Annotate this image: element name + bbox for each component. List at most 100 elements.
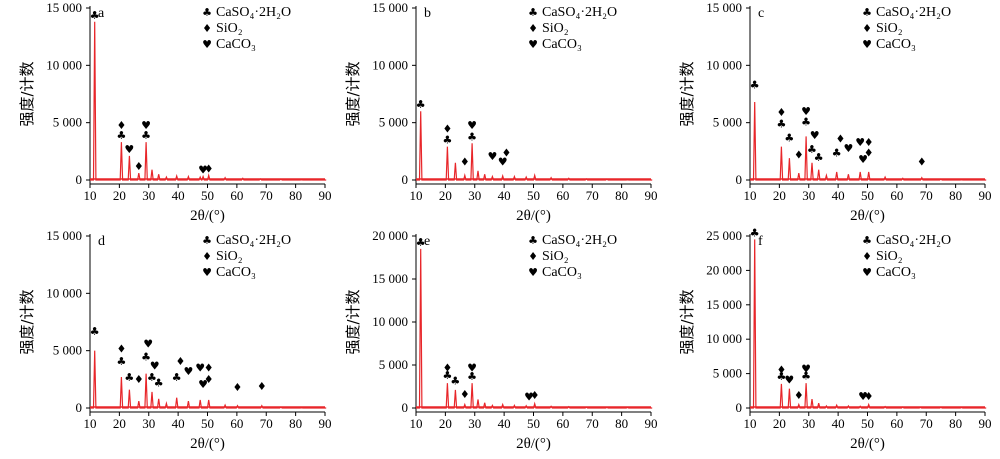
x-tick-label: 90	[645, 188, 658, 203]
club-marker-icon: ♣	[467, 130, 477, 143]
x-tick-label: 10	[84, 416, 97, 431]
club-marker-icon: ♣	[450, 374, 460, 387]
x-tick-label: 60	[890, 188, 903, 203]
x-tick-label: 60	[230, 188, 243, 203]
x-tick-label: 80	[949, 188, 962, 203]
legend-entry: CaSO₄·2H₂O	[876, 5, 951, 20]
diamond-marker-icon: ♦	[442, 361, 452, 374]
club-marker-icon: ♣	[832, 146, 842, 159]
diamond-marker-icon: ♦	[917, 156, 927, 169]
diamond-marker-icon: ♦	[116, 119, 126, 132]
club-marker-icon: ♣	[172, 371, 182, 384]
legend-entry: CaCO₃	[876, 265, 916, 280]
club-marker-icon: ♣	[202, 6, 212, 19]
legend-entry: SiO₂	[216, 249, 243, 264]
x-tick-label: 30	[142, 188, 155, 203]
x-tick-label: 70	[920, 416, 933, 431]
legend-entry: CaSO₄·2H₂O	[542, 233, 617, 248]
club-marker-icon: ♣	[90, 325, 100, 338]
x-axis-label: 2θ/(°)	[190, 436, 225, 452]
x-tick-label: 20	[773, 188, 786, 203]
club-marker-icon: ♣	[154, 377, 164, 390]
y-axis-label: 强度/计数	[678, 289, 696, 354]
club-marker-icon: ♣	[124, 371, 134, 384]
heart-marker-icon: ♥	[855, 136, 865, 149]
x-tick-label: 90	[979, 188, 992, 203]
x-axis-label: 2θ/(°)	[516, 208, 551, 224]
series-line	[750, 239, 987, 409]
diamond-marker-icon: ♦	[460, 388, 470, 401]
y-tick-label: 0	[736, 172, 743, 187]
panel-c: 0 5 000 10 000 15 000 10 20 30 40 50 60 70 80 90 2θ/(…	[678, 0, 992, 224]
legend-entry: CaSO₄·2H₂O	[542, 5, 617, 20]
club-marker-icon: ♣	[202, 234, 212, 247]
y-tick-label: 10 000	[46, 285, 82, 300]
heart-marker-icon: ♥	[202, 266, 212, 279]
series-line	[90, 350, 327, 409]
heart-marker-icon: ♥	[801, 105, 811, 118]
diamond-marker-icon: ♦	[862, 250, 872, 263]
y-tick-label: 5 000	[379, 115, 408, 130]
y-tick-label: 0	[76, 400, 83, 415]
legend-entry: SiO₂	[216, 21, 243, 36]
y-tick-label: 15 000	[46, 228, 82, 243]
heart-marker-icon: ♥	[141, 119, 151, 132]
y-tick-label: 25 000	[706, 228, 742, 243]
x-tick-label: 30	[142, 416, 155, 431]
club-marker-icon: ♣	[416, 236, 426, 249]
y-axis-label: 强度/计数	[18, 289, 36, 354]
heart-marker-icon: ♥	[467, 119, 477, 132]
y-tick-label: 0	[76, 172, 83, 187]
legend-entry: SiO₂	[876, 21, 903, 36]
diamond-marker-icon: ♦	[257, 380, 267, 393]
x-axis-label: 2θ/(°)	[190, 208, 225, 224]
x-tick-label: 20	[439, 188, 452, 203]
y-tick-label: 20 000	[706, 262, 742, 277]
x-tick-label: 30	[802, 188, 815, 203]
x-tick-label: 10	[744, 188, 757, 203]
club-marker-icon: ♣	[801, 115, 811, 128]
x-tick-label: 30	[468, 188, 481, 203]
x-tick-label: 50	[527, 416, 540, 431]
club-marker-icon: ♣	[784, 131, 794, 144]
club-marker-icon: ♣	[528, 6, 538, 19]
x-tick-label: 50	[201, 188, 214, 203]
legend-entry: CaCO₃	[216, 265, 256, 280]
y-tick-label: 5 000	[53, 343, 82, 358]
heart-marker-icon: ♥	[810, 129, 820, 142]
y-tick-label: 0	[402, 172, 409, 187]
heart-marker-icon: ♥	[858, 390, 868, 403]
x-tick-label: 40	[498, 188, 511, 203]
diamond-marker-icon: ♦	[176, 355, 186, 368]
heart-marker-icon: ♥	[202, 38, 212, 51]
heart-marker-icon: ♥	[195, 362, 205, 375]
x-tick-label: 40	[498, 416, 511, 431]
legend-entry: SiO₂	[542, 21, 569, 36]
x-tick-label: 30	[468, 416, 481, 431]
panel-a: 0 5 000 10 000 15 000 10 20 30 40 50 60 70 80 90 2θ/(…	[18, 0, 332, 224]
x-tick-label: 20	[113, 416, 126, 431]
y-tick-label: 15 000	[706, 297, 742, 312]
club-marker-icon: ♣	[116, 355, 126, 368]
panel-label: a	[98, 6, 105, 21]
x-axis-label: 2θ/(°)	[516, 436, 551, 452]
x-tick-label: 10	[410, 188, 423, 203]
x-axis-label: 2θ/(°)	[850, 436, 885, 452]
panel-b: 0 5 000 10 000 15 000 10 20 30 40 50 60 70 80 90 2θ/(…	[344, 0, 658, 224]
panel-d: 0 5 000 10 000 15 000 10 20 30 40 50 60 70 80 90 2θ/(…	[18, 228, 332, 452]
series-line	[416, 248, 653, 409]
club-marker-icon: ♣	[814, 151, 824, 164]
diamond-marker-icon: ♦	[862, 22, 872, 35]
y-tick-label: 15 000	[372, 0, 408, 15]
panel-e: 0 5 000 10 000 15 000 20 000 10 20 30 40 50 60 70 80…	[344, 228, 658, 452]
heart-marker-icon: ♥	[124, 143, 134, 156]
heart-marker-icon: ♥	[143, 338, 153, 351]
club-marker-icon: ♣	[442, 369, 452, 382]
legend-entry: SiO₂	[542, 249, 569, 264]
club-marker-icon: ♣	[90, 9, 100, 22]
x-tick-label: 70	[260, 188, 273, 203]
x-tick-label: 40	[832, 416, 845, 431]
x-tick-label: 80	[615, 188, 628, 203]
club-marker-icon: ♣	[141, 129, 151, 142]
